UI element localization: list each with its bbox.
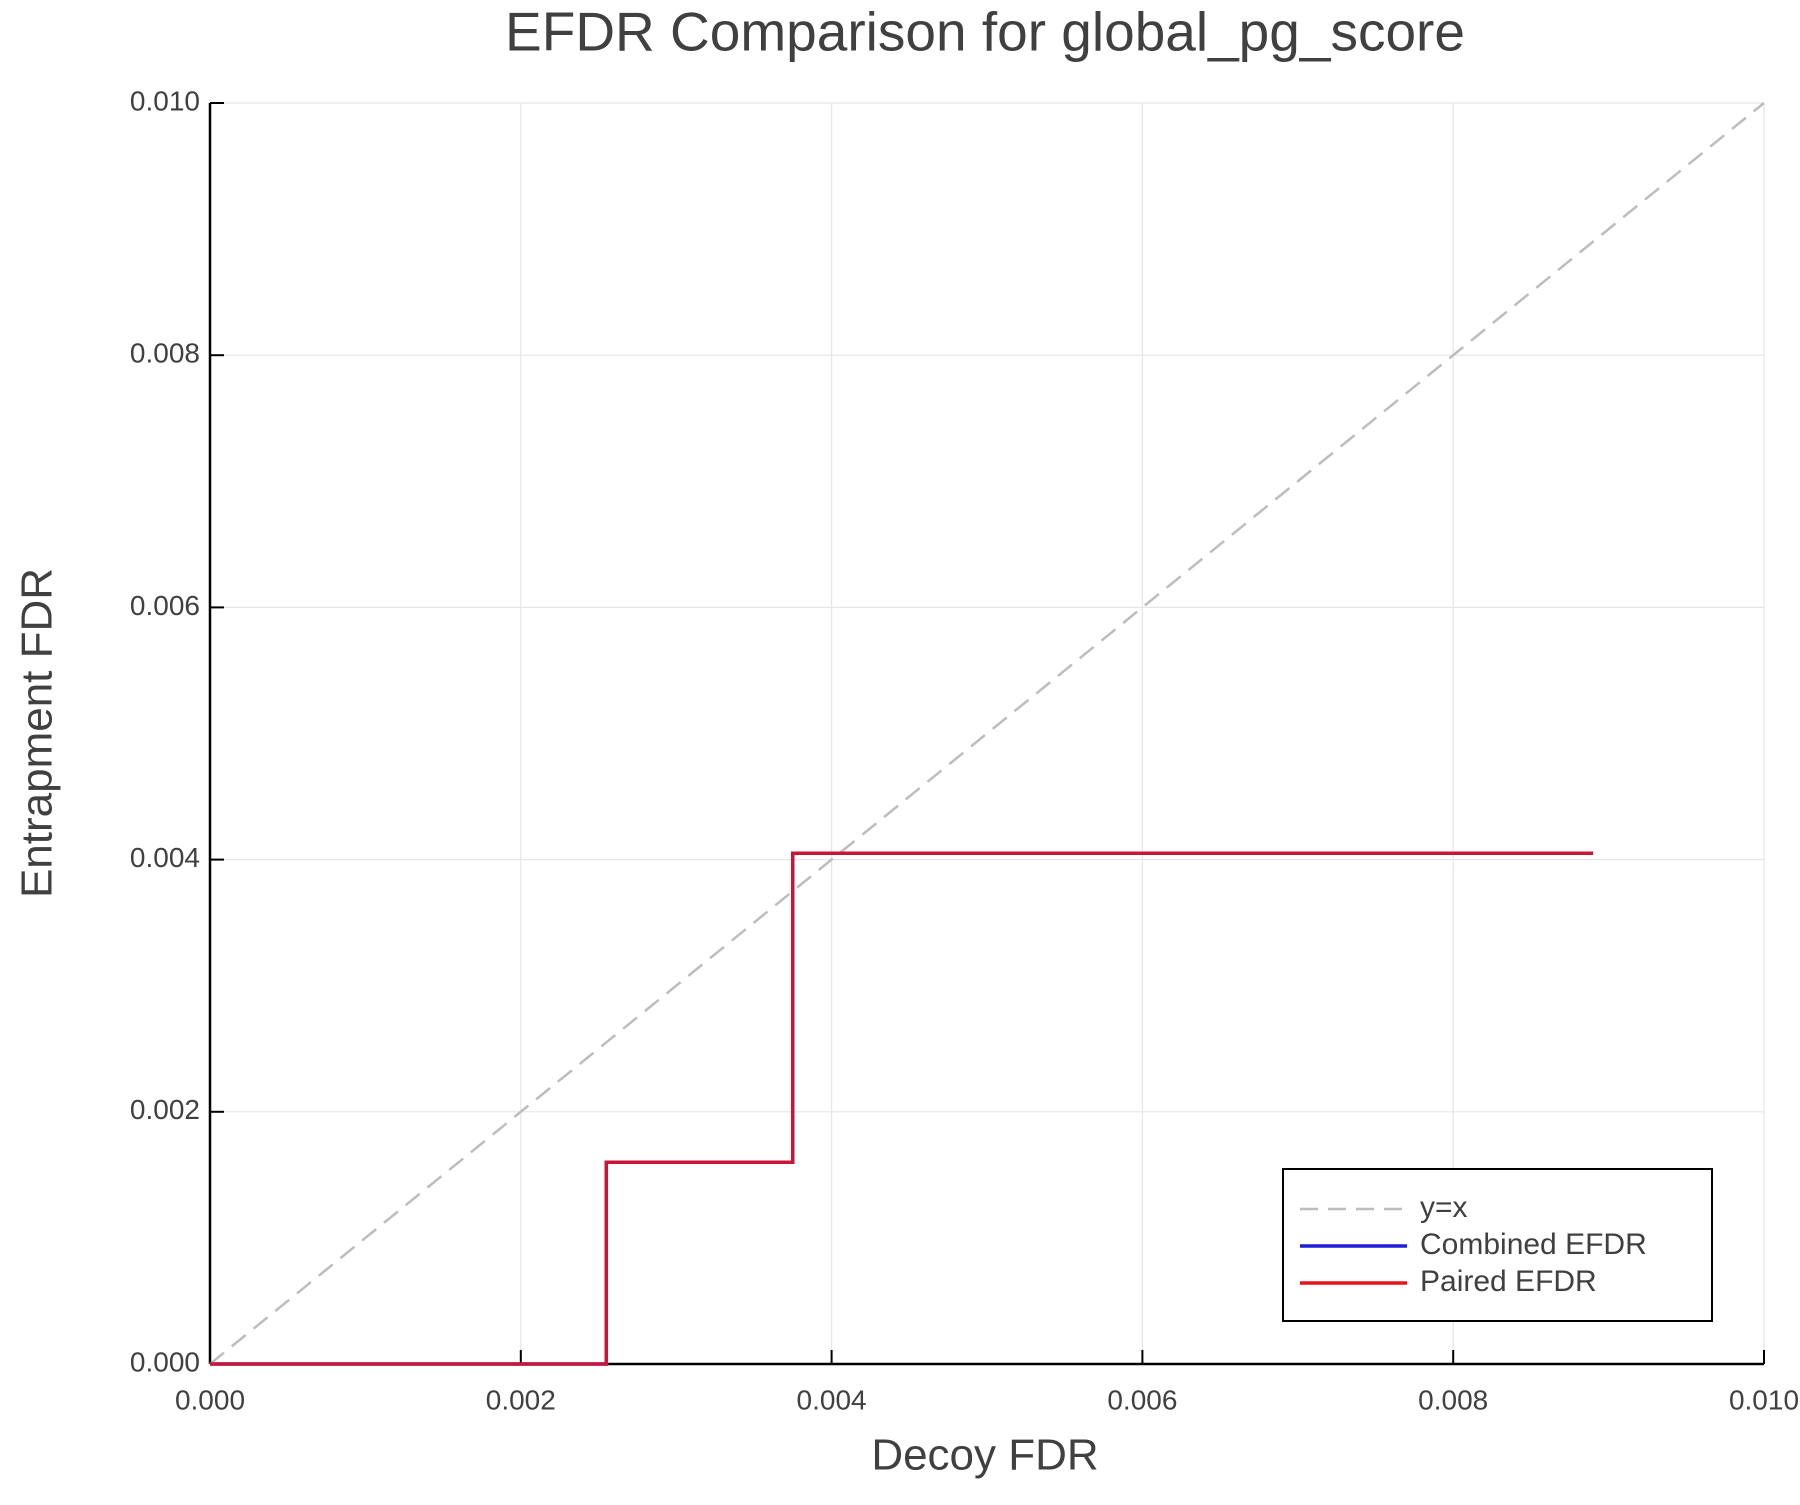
chart-title: EFDR Comparison for global_pg_score — [505, 1, 1465, 63]
x-axis-label: Decoy FDR — [871, 1431, 1098, 1480]
y-tick-label: 0.008 — [130, 338, 200, 369]
y-tick-label: 0.002 — [130, 1094, 200, 1125]
series-line — [209, 102, 1765, 1365]
x-tick-label: 0.002 — [486, 1384, 556, 1415]
y-tick-label: 0.010 — [130, 85, 200, 116]
legend-label: Combined EFDR — [1420, 1228, 1647, 1261]
x-tick-label: 0.000 — [175, 1384, 245, 1415]
y-tick-label: 0.004 — [130, 842, 200, 873]
y-axis-label: Entrapment FDR — [13, 568, 62, 898]
series-line — [210, 851, 1594, 1366]
x-tick-label: 0.004 — [797, 1384, 867, 1415]
y-tick-label: 0.006 — [130, 590, 200, 621]
x-tick-label: 0.006 — [1107, 1384, 1177, 1415]
legend-label: Paired EFDR — [1420, 1265, 1597, 1298]
legend-label: y=x — [1420, 1191, 1468, 1224]
y-tick-label: 0.000 — [130, 1346, 200, 1377]
x-tick-label: 0.010 — [1729, 1384, 1799, 1415]
x-tick-label: 0.008 — [1418, 1384, 1488, 1415]
